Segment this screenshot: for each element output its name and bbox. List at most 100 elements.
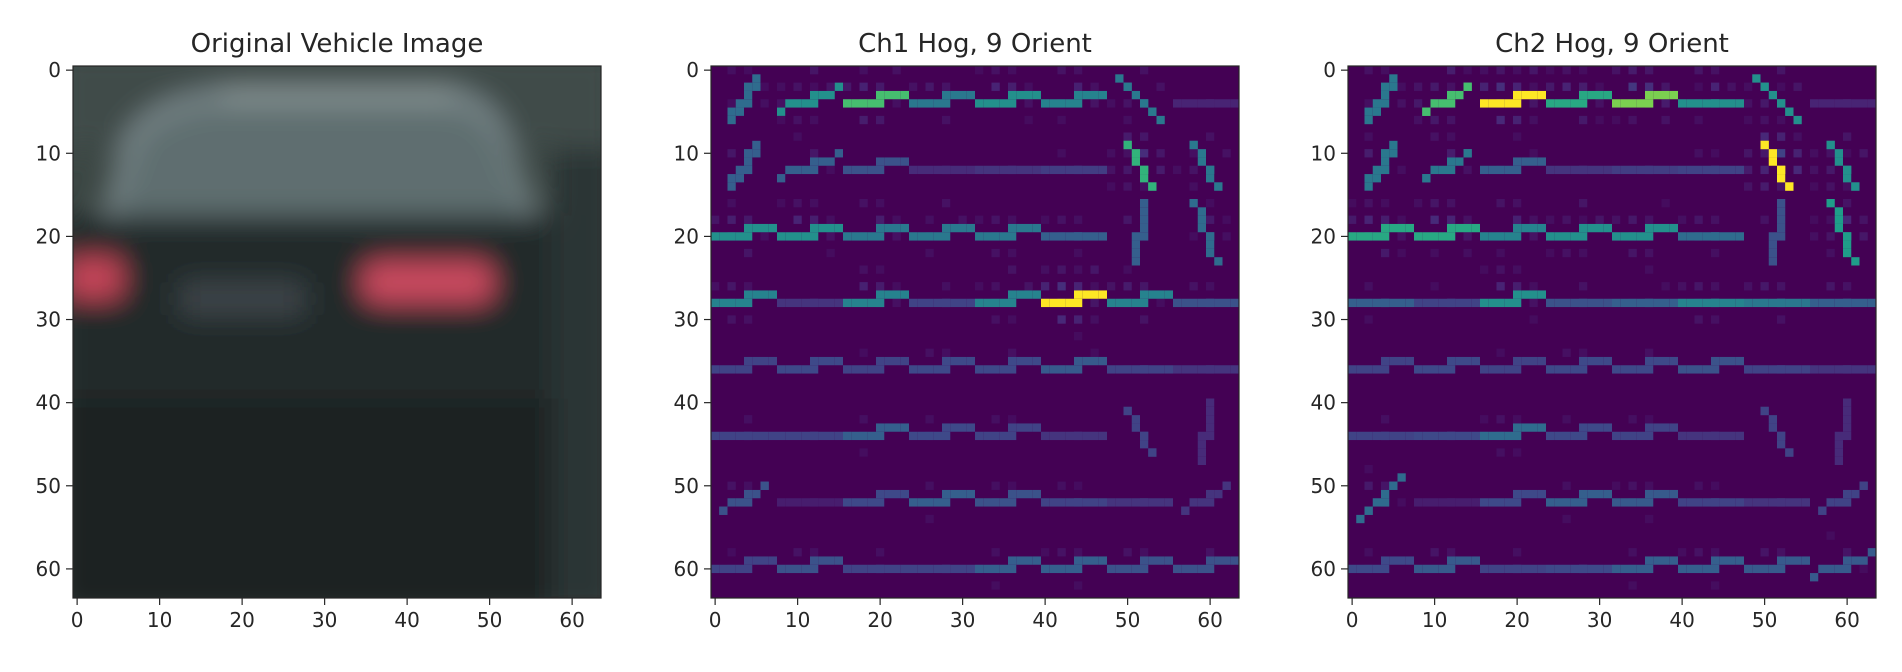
hog-orientation-pixel xyxy=(1793,298,1802,308)
hog-orientation-pixel xyxy=(1140,99,1149,108)
hog-texture-pixel xyxy=(892,232,901,241)
hog-orientation-pixel xyxy=(991,498,1000,507)
hog-texture-pixel xyxy=(1843,149,1852,158)
hog-orientation-pixel xyxy=(1065,498,1074,507)
hog-texture-pixel xyxy=(1694,115,1703,125)
hog-texture-pixel xyxy=(1057,66,1066,75)
hog-texture-pixel xyxy=(1859,232,1868,241)
hog-orientation-pixel xyxy=(744,232,753,241)
hog-orientation-pixel xyxy=(777,431,786,441)
hog-orientation-pixel xyxy=(1041,99,1050,108)
hog-orientation-pixel xyxy=(834,298,843,308)
hog-orientation-pixel xyxy=(1381,90,1390,100)
hog-orientation-pixel xyxy=(942,564,951,574)
hog-orientation-pixel xyxy=(1620,232,1629,241)
hog-texture-pixel xyxy=(1744,282,1753,291)
hog-orientation-pixel xyxy=(1463,356,1472,366)
hog-orientation-pixel xyxy=(1348,298,1357,308)
y-tick-label: 10 xyxy=(674,141,699,165)
hog-orientation-pixel xyxy=(1686,298,1695,308)
hog-texture-pixel xyxy=(1661,282,1670,291)
hog-texture-pixel xyxy=(1397,99,1406,108)
hog-orientation-pixel xyxy=(1148,556,1157,565)
hog-texture-pixel xyxy=(1074,248,1083,258)
hog-orientation-pixel xyxy=(1628,298,1637,308)
hog-orientation-pixel xyxy=(1587,298,1596,308)
hog-orientation-pixel xyxy=(1430,498,1439,507)
hog-texture-pixel xyxy=(859,448,868,457)
hog-orientation-pixel xyxy=(1735,298,1744,308)
hog-orientation-pixel xyxy=(1049,165,1058,175)
hog-texture-pixel xyxy=(1496,415,1505,424)
hog-orientation-pixel xyxy=(1628,498,1637,507)
hog-orientation-pixel xyxy=(801,498,810,507)
hog-orientation-pixel xyxy=(1356,564,1365,574)
hog-orientation-pixel xyxy=(1513,232,1522,241)
hog-orientation-pixel xyxy=(1206,556,1215,565)
hog-orientation-pixel xyxy=(744,165,753,175)
hog-orientation-pixel xyxy=(1222,298,1231,308)
hog-orientation-pixel xyxy=(1529,290,1538,299)
hog-orientation-pixel xyxy=(1735,498,1744,507)
hog-texture-pixel xyxy=(1661,99,1670,108)
hog-texture-pixel xyxy=(1546,66,1555,75)
chart-title: Original Vehicle Image xyxy=(191,29,484,59)
hog-texture-pixel xyxy=(859,415,868,424)
hog-orientation-pixel xyxy=(1206,298,1215,308)
hog-orientation-pixel xyxy=(801,165,810,175)
hog-orientation-pixel xyxy=(867,298,876,308)
hog-texture-pixel xyxy=(1645,82,1654,91)
axes-frame xyxy=(710,65,1240,599)
hog-orientation-pixel xyxy=(1669,489,1678,499)
hog-orientation-pixel xyxy=(884,90,893,100)
hog-orientation-pixel xyxy=(1181,365,1190,374)
hog-texture-pixel xyxy=(991,248,1000,258)
panel-original-image: Original Vehicle Image 0 10 20 30 40 xyxy=(36,29,602,632)
hog-orientation-pixel xyxy=(1480,498,1489,507)
hog-orientation-pixel xyxy=(727,115,736,125)
hog-orientation-pixel xyxy=(1455,556,1464,565)
hog-orientation-pixel xyxy=(735,564,744,574)
hog-texture-pixel xyxy=(909,82,918,91)
hog-orientation-pixel xyxy=(752,82,761,91)
hog-orientation-pixel xyxy=(1777,99,1786,108)
hog-orientation-pixel xyxy=(1826,365,1835,374)
hog-orientation-pixel xyxy=(1727,556,1736,565)
hog-orientation-pixel xyxy=(991,99,1000,108)
chart-title: Ch1 Hog, 9 Orient xyxy=(858,29,1092,59)
hog-orientation-pixel xyxy=(867,99,876,108)
hog-orientation-pixel xyxy=(991,298,1000,308)
hog-texture-pixel xyxy=(1694,548,1703,557)
hog-texture-pixel xyxy=(1529,315,1538,324)
hog-orientation-pixel xyxy=(843,298,852,308)
hog-orientation-pixel xyxy=(1214,99,1223,108)
hog-orientation-pixel xyxy=(1554,365,1563,374)
hog-orientation-pixel xyxy=(983,165,992,175)
hog-orientation-pixel xyxy=(1041,564,1050,574)
hog-orientation-pixel xyxy=(876,223,885,233)
hog-orientation-pixel xyxy=(1546,498,1555,507)
hog-orientation-pixel xyxy=(1471,431,1480,441)
hog-orientation-pixel xyxy=(1653,556,1662,565)
hog-orientation-pixel xyxy=(1843,489,1852,499)
hog-orientation-pixel xyxy=(1653,298,1662,308)
hog-orientation-pixel xyxy=(950,564,959,574)
hog-orientation-pixel xyxy=(1422,232,1431,241)
hog-orientation-pixel xyxy=(1148,182,1157,191)
hog-orientation-pixel xyxy=(1381,356,1390,366)
hog-orientation-pixel xyxy=(719,506,728,515)
hog-orientation-pixel xyxy=(810,99,819,108)
hog-orientation-pixel xyxy=(1471,223,1480,233)
hog-orientation-pixel xyxy=(760,556,769,565)
hog-texture-pixel xyxy=(1189,165,1198,175)
hog-orientation-pixel xyxy=(1372,431,1381,441)
hog-orientation-pixel xyxy=(1537,157,1546,166)
hog-orientation-pixel xyxy=(1057,564,1066,574)
hog-orientation-pixel xyxy=(1082,556,1091,565)
hog-texture-pixel xyxy=(1711,248,1720,258)
hog-orientation-pixel xyxy=(1123,298,1132,308)
x-tick-label: 0 xyxy=(709,608,722,632)
hog-orientation-pixel xyxy=(1016,90,1025,100)
hog-orientation-pixel xyxy=(1628,99,1637,108)
hog-texture-pixel xyxy=(892,298,901,308)
